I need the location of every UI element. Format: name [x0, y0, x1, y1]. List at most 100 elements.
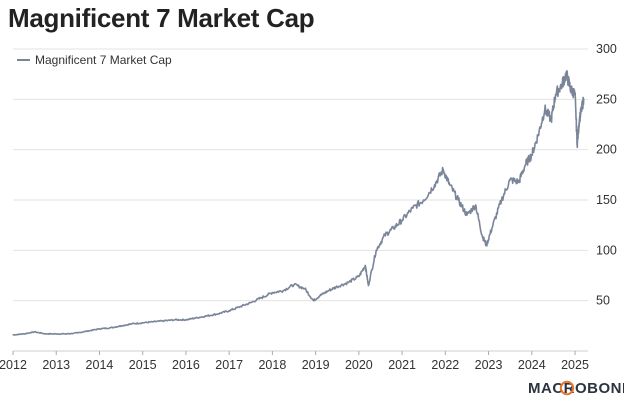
data-point — [142, 322, 144, 324]
data-point — [319, 295, 321, 297]
data-point — [282, 290, 284, 292]
x-axis-ticks: 2012 2013 2014 2015 2016 2017 2018 2019 2020 2021… — [0, 351, 589, 372]
data-point — [449, 184, 451, 186]
data-point — [583, 98, 585, 100]
data-point — [524, 164, 526, 166]
x-tick-label: 2020 — [345, 358, 373, 372]
x-tick-label: 2013 — [42, 358, 70, 372]
y-tick-label: 50 — [596, 294, 610, 308]
data-point — [88, 330, 90, 332]
x-tick-label: 2023 — [475, 358, 503, 372]
legend: Magnificent 7 Market Cap — [17, 53, 172, 67]
data-point — [509, 179, 511, 181]
data-point — [423, 199, 425, 201]
x-tick-label: 2014 — [86, 358, 114, 372]
x-tick-label: 2016 — [172, 358, 200, 372]
data-point — [12, 334, 14, 336]
data-point — [293, 283, 295, 286]
data-point — [474, 204, 477, 206]
x-tick-label: 2015 — [129, 358, 157, 372]
data-point — [174, 319, 176, 321]
x-tick-label: 2025 — [561, 358, 589, 372]
series-layer — [12, 70, 585, 336]
data-point — [120, 325, 122, 327]
data-point — [304, 287, 306, 290]
data-point — [34, 331, 36, 333]
data-point — [196, 317, 198, 319]
data-point — [375, 249, 377, 251]
data-point — [457, 199, 459, 201]
y-tick-label: 300 — [596, 42, 617, 56]
data-point — [358, 275, 360, 278]
x-tick-label: 2017 — [215, 358, 243, 372]
data-point — [152, 321, 155, 323]
gridlines — [13, 48, 588, 352]
data-point — [565, 73, 567, 75]
data-point — [44, 333, 47, 335]
x-tick-label: 2022 — [431, 358, 459, 372]
macrobond-logo: MACROBOND — [528, 380, 624, 397]
data-point — [550, 118, 552, 121]
brand-text: MACROBOND — [528, 380, 624, 397]
x-tick-label: 2018 — [258, 358, 286, 372]
data-point — [412, 207, 414, 209]
data-point — [312, 300, 315, 302]
data-point — [401, 219, 403, 221]
data-point — [554, 93, 557, 95]
data-point — [66, 333, 68, 335]
chart-title: Magnificent 7 Market Cap — [8, 3, 315, 33]
data-point — [328, 290, 330, 292]
data-point — [500, 199, 503, 201]
data-point — [228, 310, 230, 312]
data-point — [580, 108, 583, 110]
x-tick-label: 2024 — [518, 358, 546, 372]
data-point — [217, 313, 219, 315]
data-point — [367, 284, 369, 287]
x-tick-label: 2019 — [302, 358, 330, 372]
data-point — [98, 328, 101, 330]
y-axis-ticks: 50 100 150 200 250 300 — [596, 42, 617, 308]
data-point — [260, 297, 263, 299]
data-point — [163, 320, 165, 322]
data-point — [485, 244, 488, 246]
data-point — [364, 264, 366, 267]
data-point — [518, 181, 520, 183]
data-point — [392, 227, 395, 229]
series-line-0 — [12, 70, 585, 336]
data-point — [23, 333, 25, 335]
data-point — [347, 281, 349, 284]
data-point — [576, 144, 578, 146]
data-point — [544, 108, 546, 110]
data-point — [109, 327, 111, 329]
data-point — [131, 323, 133, 325]
data-point — [561, 83, 563, 85]
data-point — [185, 319, 187, 321]
data-point — [442, 169, 444, 171]
data-point — [570, 88, 572, 90]
data-point — [271, 292, 273, 294]
data-point — [537, 133, 539, 136]
legend-label: Magnificent 7 Market Cap — [35, 53, 172, 67]
data-point — [336, 285, 338, 288]
y-tick-label: 200 — [596, 143, 617, 157]
data-point — [466, 214, 468, 216]
data-point — [206, 315, 209, 317]
data-point — [239, 306, 241, 308]
data-point — [55, 333, 57, 335]
data-point — [77, 332, 79, 334]
x-tick-label: 2012 — [0, 358, 27, 372]
data-point — [531, 154, 533, 156]
data-point — [492, 224, 494, 226]
brand-ring-icon — [559, 380, 575, 396]
data-point — [384, 234, 386, 236]
y-tick-label: 250 — [596, 92, 617, 106]
y-tick-label: 150 — [596, 193, 617, 207]
data-point — [481, 234, 483, 236]
data-point — [578, 118, 580, 121]
data-point — [433, 184, 436, 186]
x-tick-label: 2021 — [388, 358, 416, 372]
data-point — [574, 93, 576, 95]
y-tick-label: 100 — [596, 243, 617, 257]
data-point — [250, 302, 252, 304]
